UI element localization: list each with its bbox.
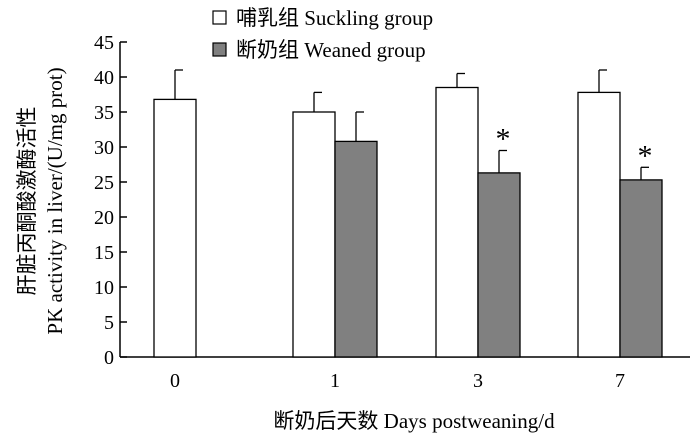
legend-swatch — [212, 10, 227, 25]
bar — [435, 86, 479, 358]
y-tick-label: 45 — [94, 32, 114, 54]
x-tick-label: 0 — [170, 370, 180, 392]
legend-label: 哺乳组 Suckling group — [236, 6, 433, 30]
x-tick-label: 3 — [473, 370, 483, 392]
y-tick-label: 15 — [94, 242, 114, 264]
x-axis-title: 断奶后天数 Days postweaning/d — [273, 409, 555, 433]
legend-label: 断奶组 Weaned group — [236, 38, 426, 62]
bar — [477, 172, 521, 358]
y-axis-title-chinese: 肝脏丙酮酸激酶活性 — [15, 107, 39, 296]
plot-area: 0 5 10 15 20 25 30 35 40 45 0 1 * 3 * 7 — [94, 32, 690, 392]
y-tick-label: 30 — [94, 137, 114, 159]
x-tick-label: 7 — [615, 370, 625, 392]
y-tick-label: 20 — [94, 207, 114, 229]
bar — [334, 140, 378, 358]
y-tick-label: 35 — [94, 102, 114, 124]
y-tick-label: 5 — [104, 312, 114, 334]
legend-swatch — [212, 42, 227, 57]
y-axis-title-english: PK activity in liver/(U/mg prot) — [43, 67, 67, 334]
y-tick-label: 10 — [94, 277, 114, 299]
x-tick-label: 1 — [330, 370, 340, 392]
significance-marker: * — [638, 139, 653, 172]
bar — [577, 91, 621, 358]
bar — [619, 179, 663, 358]
significance-marker: * — [496, 123, 511, 156]
y-tick-label: 0 — [104, 347, 114, 369]
y-tick-label: 25 — [94, 172, 114, 194]
bar — [292, 111, 336, 358]
legend: 哺乳组 Suckling group 断奶组 Weaned group — [212, 6, 433, 62]
y-tick-label: 40 — [94, 67, 114, 89]
bar — [153, 98, 197, 358]
